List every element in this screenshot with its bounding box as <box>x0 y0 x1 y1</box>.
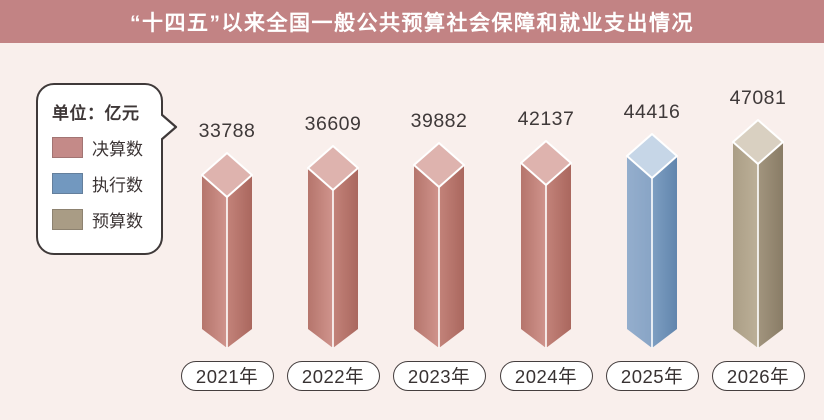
legend-item-budget: 预算数 <box>52 209 161 231</box>
year-pill-2023年: 2023年 <box>392 361 486 391</box>
header-banner: “十四五”以来全国一般公共预算社会保障和就业支出情况 <box>0 0 824 43</box>
bar-column-2026年 <box>732 119 784 348</box>
legend-item-final: 决算数 <box>52 137 161 159</box>
year-pill-2026年: 2026年 <box>711 361 805 391</box>
legend-bubble: 单位：亿元 决算数 执行数 预算数 <box>36 83 178 255</box>
bar-column-2021年 <box>201 152 253 348</box>
legend-swatch-final-icon <box>52 137 83 158</box>
year-pill-2024年: 2024年 <box>499 361 593 391</box>
year-pill-2025年: 2025年 <box>605 361 699 391</box>
year-pill-2021年: 2021年 <box>180 361 274 391</box>
legend-swatch-budget-icon <box>52 209 83 230</box>
legend-item-label: 预算数 <box>92 212 143 231</box>
bar-value-label: 39882 <box>410 110 468 132</box>
bar-value-label: 33788 <box>198 120 256 142</box>
bar-column-2023年 <box>413 142 465 348</box>
bar-column-2022年 <box>307 145 359 348</box>
year-pill-2022年: 2022年 <box>286 361 380 391</box>
legend-item-label: 执行数 <box>92 176 143 195</box>
bar-value-label: 36609 <box>304 113 362 135</box>
speech-bubble-pointer-icon <box>161 113 178 142</box>
legend-item-label: 决算数 <box>92 140 143 159</box>
bar-value-label: 47081 <box>729 87 787 109</box>
bar-value-label: 44416 <box>623 101 681 123</box>
legend-swatch-execution-icon <box>52 173 83 194</box>
legend-item-execution: 执行数 <box>52 173 161 195</box>
bar-column-2024年 <box>520 140 572 348</box>
legend-unit-label: 单位：亿元 <box>52 104 140 123</box>
page-title: “十四五”以来全国一般公共预算社会保障和就业支出情况 <box>130 11 694 35</box>
bar-value-label: 42137 <box>517 108 575 130</box>
bar-column-2025年 <box>626 133 678 348</box>
